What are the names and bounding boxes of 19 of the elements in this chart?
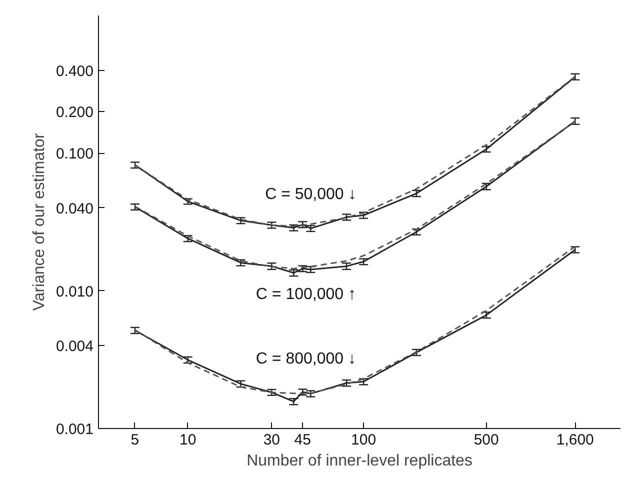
x-tick-label: 5 (130, 432, 140, 448)
x-tick-label: 500 (474, 432, 499, 448)
x-tick-label: 45 (294, 432, 311, 448)
y-axis-title: Variance of our estimator (30, 132, 48, 311)
annotation: C = 50,000 ↓ (265, 186, 356, 204)
y-tick-label: 0.400 (56, 62, 94, 80)
x-tick-label: 10 (180, 432, 196, 448)
y-tick-label: 0.004 (56, 338, 94, 356)
y-tick-label: 0.010 (56, 283, 94, 300)
x-axis-title: Number of inner-level replicates (246, 452, 472, 470)
annotation: C = 800,000 ↓ (256, 350, 356, 368)
y-tick-label: 0.040 (56, 200, 94, 218)
x-tick-label: 1,600 (556, 432, 594, 448)
y-tick-label: 0.200 (56, 104, 94, 122)
x-tick-label: 100 (351, 432, 376, 448)
annotation: C = 100,000 ↑ (256, 286, 356, 304)
y-tick-label: 0.001 (56, 421, 94, 438)
x-tick-label: 30 (263, 432, 280, 448)
y-tick-label: 0.100 (56, 146, 94, 163)
